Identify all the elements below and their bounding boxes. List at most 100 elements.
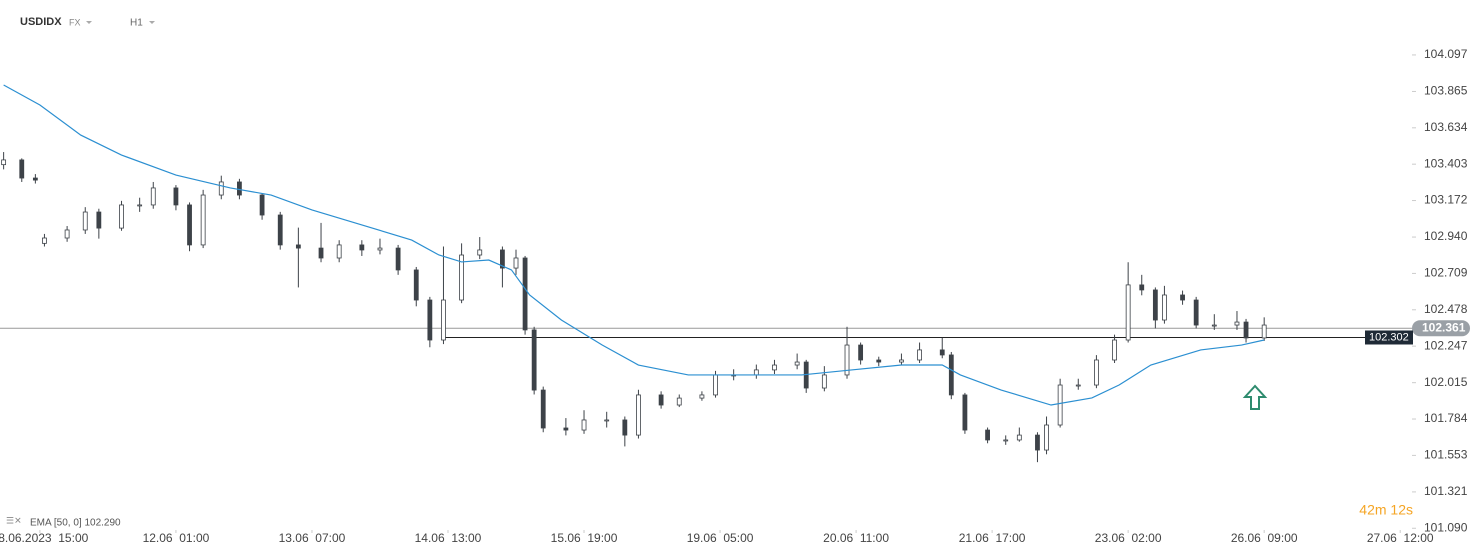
candle-body bbox=[377, 247, 383, 251]
symbol[interactable]: USDIDX bbox=[20, 16, 62, 28]
candle-body bbox=[1193, 299, 1199, 326]
candle-body bbox=[32, 177, 38, 181]
y-tick-label: 103.403 bbox=[1424, 156, 1468, 170]
candle-body bbox=[1003, 439, 1009, 442]
candle-body bbox=[218, 181, 224, 196]
candle-body bbox=[200, 194, 206, 246]
y-tick-label: 103.865 bbox=[1424, 84, 1468, 98]
candle-body bbox=[336, 244, 342, 259]
candle-body bbox=[1211, 324, 1217, 327]
price-badge bbox=[1412, 320, 1470, 337]
candle-body bbox=[237, 181, 242, 196]
x-tick-label: 08.06.2023 15:00 bbox=[0, 531, 89, 545]
candle-body bbox=[948, 354, 954, 396]
candle-body bbox=[1162, 294, 1167, 321]
interval[interactable]: H1 bbox=[130, 18, 143, 29]
x-tick-label: 14.06 13:00 bbox=[415, 531, 482, 545]
y-tick-label: 102.709 bbox=[1424, 266, 1468, 280]
candle-body bbox=[359, 244, 365, 251]
candle-body bbox=[500, 249, 505, 269]
candle-body bbox=[413, 269, 419, 301]
y-tick-label: 101.090 bbox=[1424, 520, 1468, 534]
candle-body bbox=[96, 211, 102, 229]
candle-body bbox=[137, 204, 143, 207]
level-badge bbox=[1365, 330, 1413, 345]
candle-body bbox=[513, 257, 519, 269]
timer: 42m 12s bbox=[1359, 502, 1413, 518]
candle-body bbox=[441, 299, 446, 341]
plot bbox=[0, 54, 1416, 533]
candle-body bbox=[794, 361, 800, 366]
x-tick-label: 13.06 07:00 bbox=[279, 531, 346, 545]
candle-body bbox=[64, 229, 70, 239]
y-tick-label: 102.015 bbox=[1424, 375, 1468, 389]
y-tick-label: 101.553 bbox=[1424, 448, 1468, 462]
price-badge-label: 102.361 bbox=[1422, 320, 1466, 334]
x-tick-label: 12.06 01:00 bbox=[143, 531, 210, 545]
candle-body bbox=[699, 394, 705, 399]
y-tick-label: 102.247 bbox=[1424, 338, 1468, 352]
candle-body bbox=[844, 344, 850, 376]
candle-body bbox=[1075, 384, 1081, 387]
candle-body bbox=[604, 419, 610, 422]
candle-body bbox=[277, 214, 283, 246]
candle-body bbox=[876, 359, 882, 363]
candle-body bbox=[858, 344, 864, 361]
candle-body bbox=[427, 299, 433, 341]
candle-body bbox=[658, 394, 664, 406]
x-tick-label: 15.06 19:00 bbox=[551, 531, 618, 545]
level-badge-label: 102.302 bbox=[1369, 331, 1409, 343]
buy-arrow bbox=[1242, 384, 1268, 410]
candle-body bbox=[295, 244, 301, 249]
candle-body bbox=[1139, 284, 1145, 291]
candle-body bbox=[531, 329, 537, 391]
dropdown-icon[interactable] bbox=[149, 21, 155, 24]
candle-body bbox=[1016, 434, 1022, 441]
candle-body bbox=[459, 254, 464, 301]
candle-body bbox=[899, 359, 904, 363]
candle-body bbox=[939, 349, 945, 356]
ema-legend[interactable]: EMA [50, 0] 102.290 bbox=[30, 518, 121, 529]
dropdown-icon[interactable] bbox=[86, 21, 92, 24]
candle-body bbox=[917, 349, 922, 361]
candle-body bbox=[636, 394, 641, 436]
candle-body bbox=[82, 211, 88, 231]
candle-body bbox=[1234, 321, 1240, 326]
x-tick-label: 27.06 12:00 bbox=[1367, 531, 1434, 545]
candle-body bbox=[985, 429, 990, 441]
candle-body bbox=[259, 194, 265, 216]
candle-body bbox=[1, 159, 7, 166]
candle-body bbox=[821, 374, 827, 389]
x-tick-label: 26.06 09:00 bbox=[1231, 531, 1298, 545]
candle-body bbox=[540, 389, 546, 429]
market[interactable]: FX bbox=[69, 17, 81, 27]
candle-body bbox=[1035, 434, 1040, 451]
candle-body bbox=[676, 397, 682, 406]
candle-body bbox=[1261, 324, 1267, 339]
legend-icon[interactable]: ☰✕ bbox=[6, 515, 22, 525]
y-tick-label: 104.097 bbox=[1424, 47, 1468, 61]
candle-body bbox=[1152, 289, 1158, 321]
candle-body bbox=[962, 394, 968, 431]
candle-body bbox=[713, 374, 718, 396]
candle-body bbox=[395, 247, 401, 271]
candle-body bbox=[477, 249, 483, 256]
y-tick-label: 101.784 bbox=[1424, 411, 1468, 425]
candle-body bbox=[187, 204, 192, 246]
candle-body bbox=[1112, 339, 1117, 361]
y-tick-label: 102.478 bbox=[1424, 302, 1468, 316]
candle-body bbox=[1125, 284, 1131, 341]
y-tick-label: 102.940 bbox=[1424, 229, 1468, 243]
x-tick-label: 19.06 05:00 bbox=[687, 531, 754, 545]
candle-body bbox=[1180, 294, 1185, 301]
ema-line bbox=[3, 84, 1265, 406]
candle-body bbox=[1243, 321, 1249, 339]
candle-body bbox=[150, 187, 156, 206]
y-tick-label: 103.172 bbox=[1424, 193, 1468, 207]
candle-body bbox=[19, 159, 25, 179]
candle-body bbox=[522, 257, 528, 331]
x-tick-label: 23.06 02:00 bbox=[1095, 531, 1162, 545]
candle-body bbox=[119, 204, 124, 229]
candle-body bbox=[753, 369, 759, 376]
